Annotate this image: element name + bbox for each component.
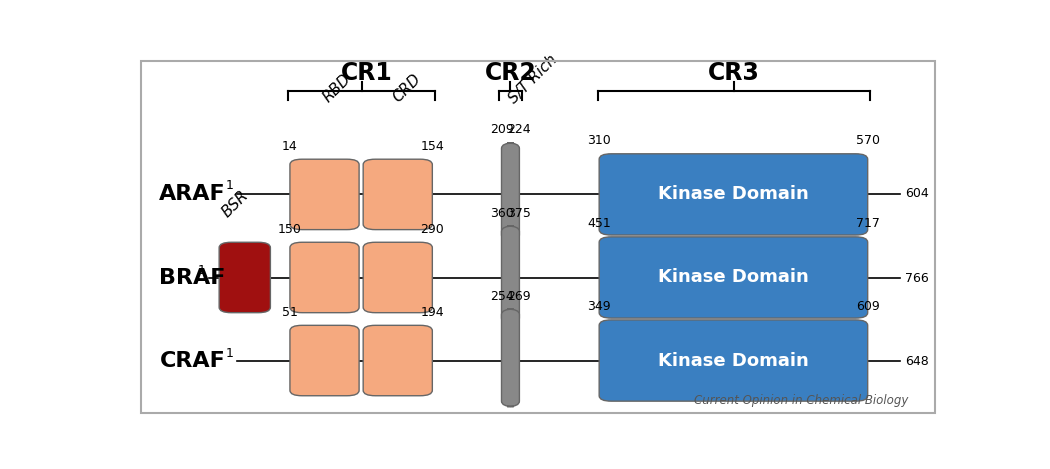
Text: RBD: RBD — [320, 71, 354, 105]
Text: 451: 451 — [587, 217, 611, 230]
Text: CRD: CRD — [390, 71, 424, 105]
Text: 360: 360 — [489, 206, 513, 219]
Text: BSR: BSR — [219, 188, 252, 220]
FancyBboxPatch shape — [600, 154, 867, 235]
FancyBboxPatch shape — [290, 325, 359, 396]
Text: Kinase Domain: Kinase Domain — [658, 185, 808, 204]
Text: CRAF: CRAF — [160, 351, 225, 371]
Text: 209: 209 — [489, 123, 513, 136]
Text: 1: 1 — [226, 347, 234, 360]
FancyBboxPatch shape — [363, 242, 433, 313]
Text: 14: 14 — [282, 140, 298, 153]
FancyBboxPatch shape — [363, 159, 433, 230]
FancyBboxPatch shape — [502, 226, 520, 324]
Text: Current Opinion in Chemical Biology: Current Opinion in Chemical Biology — [694, 393, 908, 407]
Text: 154: 154 — [420, 140, 444, 153]
Text: 290: 290 — [420, 223, 444, 236]
Text: 604: 604 — [905, 187, 929, 200]
Text: S/T Rich: S/T Rich — [506, 53, 560, 107]
FancyBboxPatch shape — [600, 320, 867, 401]
Text: 1: 1 — [226, 179, 234, 192]
Text: BRAF: BRAF — [160, 268, 226, 288]
Text: ARAF: ARAF — [159, 183, 226, 204]
Text: 648: 648 — [905, 355, 929, 368]
FancyBboxPatch shape — [219, 242, 271, 313]
FancyBboxPatch shape — [502, 143, 520, 241]
FancyBboxPatch shape — [502, 309, 520, 407]
Text: 570: 570 — [856, 134, 880, 147]
Text: CR3: CR3 — [708, 61, 759, 84]
Text: 349: 349 — [587, 301, 611, 313]
FancyBboxPatch shape — [290, 242, 359, 313]
Text: 717: 717 — [856, 217, 880, 230]
Text: 51: 51 — [282, 306, 298, 319]
Text: 150: 150 — [278, 223, 301, 236]
Text: 194: 194 — [420, 306, 444, 319]
FancyBboxPatch shape — [600, 237, 867, 318]
Text: 375: 375 — [507, 206, 531, 219]
Text: CR1: CR1 — [341, 61, 393, 84]
Text: 269: 269 — [507, 289, 531, 303]
Text: 766: 766 — [905, 272, 929, 285]
Text: 609: 609 — [856, 301, 880, 313]
Text: CR2: CR2 — [485, 61, 537, 84]
FancyBboxPatch shape — [290, 159, 359, 230]
Text: 310: 310 — [587, 134, 611, 147]
Text: 254: 254 — [489, 289, 513, 303]
Text: Kinase Domain: Kinase Domain — [658, 268, 808, 287]
Text: Kinase Domain: Kinase Domain — [658, 352, 808, 370]
FancyBboxPatch shape — [363, 325, 433, 396]
Text: 1: 1 — [197, 264, 206, 277]
Text: 224: 224 — [507, 123, 531, 136]
